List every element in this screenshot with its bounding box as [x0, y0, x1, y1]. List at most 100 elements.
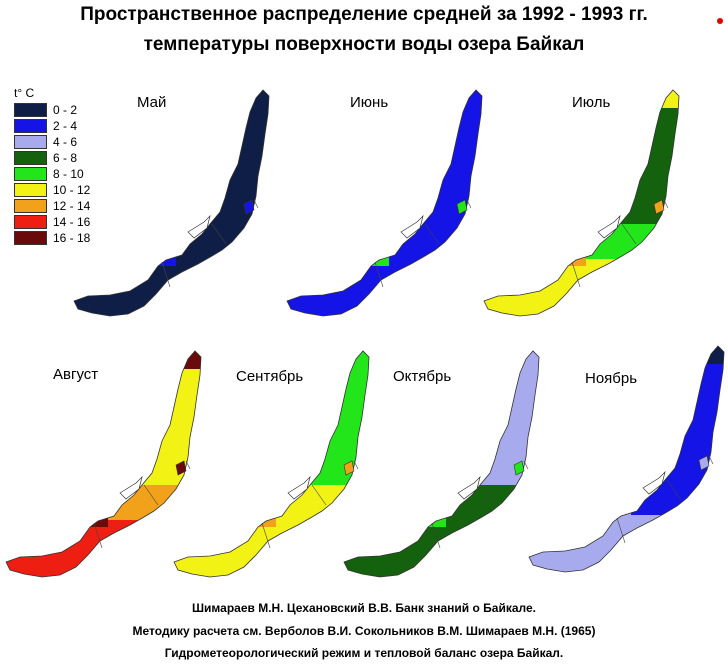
- shoreline: [5, 350, 202, 578]
- credit-line-2: Методику расчета см. Верболов В.И. Сокол…: [132, 624, 596, 638]
- legend-swatch: [14, 199, 47, 213]
- map-month-label: Май: [137, 94, 167, 111]
- south-basin-zone: [344, 520, 539, 577]
- zone-boundary: [253, 199, 259, 209]
- selenga-shallows-zone: [609, 508, 631, 522]
- south-basin-zone: [74, 259, 269, 316]
- olkhon-island: [457, 475, 481, 500]
- legend-item: 8 - 10: [14, 166, 90, 182]
- red-dot-icon: [717, 18, 723, 24]
- olkhon-island: [597, 214, 621, 239]
- zone-boundary: [431, 522, 441, 549]
- legend-swatch: [14, 103, 47, 117]
- map-title-line-2: температуры поверхности воды озера Байка…: [143, 34, 585, 55]
- legend-item: 6 - 8: [14, 150, 90, 166]
- legend-swatch: [14, 151, 47, 165]
- shoreline: [173, 350, 370, 578]
- zone-boundary: [353, 460, 359, 470]
- legend-swatch: [14, 135, 47, 149]
- chivyrkuy-bay: [175, 460, 187, 476]
- shoreline: [73, 89, 270, 317]
- legend-label: 2 - 4: [53, 119, 78, 133]
- zone-boundary: [261, 522, 271, 549]
- map-month-label: Июнь: [350, 94, 389, 111]
- lake-outline-svg: [5, 350, 202, 578]
- legend-label: 4 - 6: [53, 135, 78, 149]
- lake-outline-svg: [286, 89, 483, 317]
- zone-boundary: [663, 199, 669, 209]
- zone-boundary: [621, 223, 637, 245]
- shoreline: [286, 89, 483, 317]
- zone-boundary: [466, 199, 472, 209]
- chivyrkuy-bay: [698, 455, 710, 471]
- lake-outline-svg: [343, 350, 540, 578]
- legend-item: 0 - 2: [14, 102, 90, 118]
- baikal-map: [480, 84, 685, 329]
- legend-swatch: [14, 119, 47, 133]
- baikal-map: [525, 340, 728, 585]
- zone-boundary: [143, 484, 159, 506]
- zone-boundary: [311, 484, 327, 506]
- zone-boundary: [424, 223, 440, 245]
- baikal-map: [2, 345, 207, 590]
- selenga-shallows-zone: [564, 252, 586, 266]
- legend-swatch: [14, 183, 47, 197]
- legend-item: 4 - 6: [14, 134, 90, 150]
- legend-label: 12 - 14: [53, 199, 91, 213]
- credit-line-1: Шимараев М.Н. Цехановский В.В. Банк знан…: [191, 601, 536, 615]
- zone-boundary: [708, 455, 714, 465]
- selenga-shallows-zone: [86, 513, 108, 527]
- zone-boundary: [481, 484, 497, 506]
- baikal-map: [170, 345, 375, 590]
- legend-unit: t° C: [14, 86, 35, 100]
- south-basin-zone: [484, 259, 679, 316]
- south-basin-zone: [529, 515, 724, 572]
- olkhon-island: [287, 475, 311, 500]
- chivyrkuy-bay: [343, 460, 355, 476]
- south-basin-zone: [287, 259, 482, 316]
- chivyrkuy-bay: [653, 199, 665, 215]
- shoreline: [483, 89, 680, 317]
- map-month-label: Октябрь: [393, 368, 452, 385]
- legend-label: 0 - 2: [53, 103, 78, 117]
- legend-swatch: [14, 231, 47, 245]
- map-month-label: Сентябрь: [236, 368, 304, 385]
- selenga-shallows-zone: [424, 513, 446, 527]
- legend-swatch: [14, 167, 47, 181]
- north-tip-zone: [695, 346, 724, 364]
- chivyrkuy-bay: [456, 199, 468, 215]
- lake-outline-svg: [528, 345, 725, 573]
- legend-label: 6 - 8: [53, 151, 78, 165]
- credit-line-3: Гидрометеорологический режим и тепловой …: [164, 646, 564, 660]
- lake-outline-svg: [73, 89, 270, 317]
- legend-label: 8 - 10: [53, 167, 84, 181]
- baikal-map: [340, 345, 545, 590]
- legend-item: 2 - 4: [14, 118, 90, 134]
- legend-swatch: [14, 215, 47, 229]
- shoreline: [343, 350, 540, 578]
- legend-item: 16 - 18: [14, 230, 90, 246]
- olkhon-island: [119, 475, 143, 500]
- zone-boundary: [93, 522, 103, 549]
- zone-boundary: [161, 261, 171, 288]
- chivyrkuy-bay: [513, 460, 525, 476]
- zone-boundary: [523, 460, 529, 470]
- zone-boundary: [374, 261, 384, 288]
- zone-boundary: [571, 261, 581, 288]
- legend-label: 10 - 12: [53, 183, 91, 197]
- legend-label: 16 - 18: [53, 231, 91, 245]
- legend-items: 0 - 2 2 - 4 4 - 6 6 - 8 8 - 10 10 - 12 12 - 14…: [14, 102, 90, 246]
- selenga-shallows-zone: [367, 252, 389, 266]
- lake-outline-svg: [483, 89, 680, 317]
- olkhon-island: [187, 214, 211, 239]
- baikal-map: [70, 84, 275, 329]
- map-title-line-1: Пространственное распределение средней з…: [80, 4, 648, 25]
- legend-item: 10 - 12: [14, 182, 90, 198]
- zone-boundary: [211, 223, 227, 245]
- olkhon-island: [400, 214, 424, 239]
- shoreline: [528, 345, 725, 573]
- zone-boundary: [616, 517, 626, 544]
- lake-outline-svg: [173, 350, 370, 578]
- legend-label: 14 - 16: [53, 215, 91, 229]
- baikal-map: [283, 84, 488, 329]
